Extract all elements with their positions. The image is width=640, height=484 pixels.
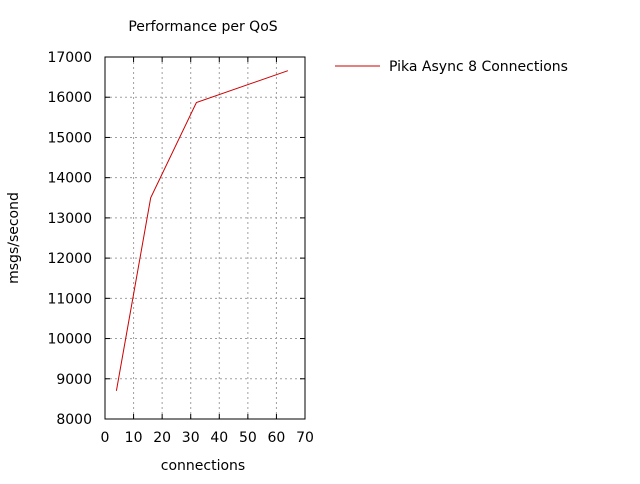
y-tick-label: 16000 [47, 90, 92, 106]
plot-area-frame [104, 56, 306, 420]
x-tick-label: 60 [268, 430, 286, 446]
x-tick-label: 70 [296, 430, 314, 446]
series-lines [115, 70, 289, 391]
x-tick-label: 10 [125, 430, 143, 446]
y-tick-label: 8000 [56, 412, 92, 428]
x-axis-tick-labels: 0 10 20 30 40 50 60 70 [101, 430, 314, 446]
x-tick-label: 20 [153, 430, 171, 446]
y-axis-title: msgs/second [6, 192, 22, 284]
y-tick-label: 10000 [47, 332, 92, 348]
y-tick-label: 14000 [47, 171, 92, 187]
axis-ticks [104, 56, 306, 420]
grid-lines [105, 57, 305, 419]
y-tick-label: 9000 [56, 372, 92, 388]
y-tick-label: 15000 [47, 130, 92, 146]
legend-label: Pika Async 8 Connections [389, 59, 568, 75]
x-tick-label: 40 [210, 430, 228, 446]
series-line [115, 70, 289, 391]
x-tick-label: 0 [101, 430, 110, 446]
x-tick-label: 50 [239, 430, 257, 446]
legend: Pika Async 8 Connections [335, 59, 568, 75]
x-axis-title: connections [161, 458, 245, 474]
chart-title: Performance per QoS [128, 19, 277, 35]
y-tick-label: 17000 [47, 50, 92, 66]
y-axis-tick-labels: 8000 9000 10000 11000 12000 13000 14000 15000 16… [47, 50, 92, 428]
x-tick-label: 30 [182, 430, 200, 446]
y-tick-label: 11000 [47, 291, 92, 307]
y-tick-label: 13000 [47, 211, 92, 227]
y-tick-label: 12000 [47, 251, 92, 267]
